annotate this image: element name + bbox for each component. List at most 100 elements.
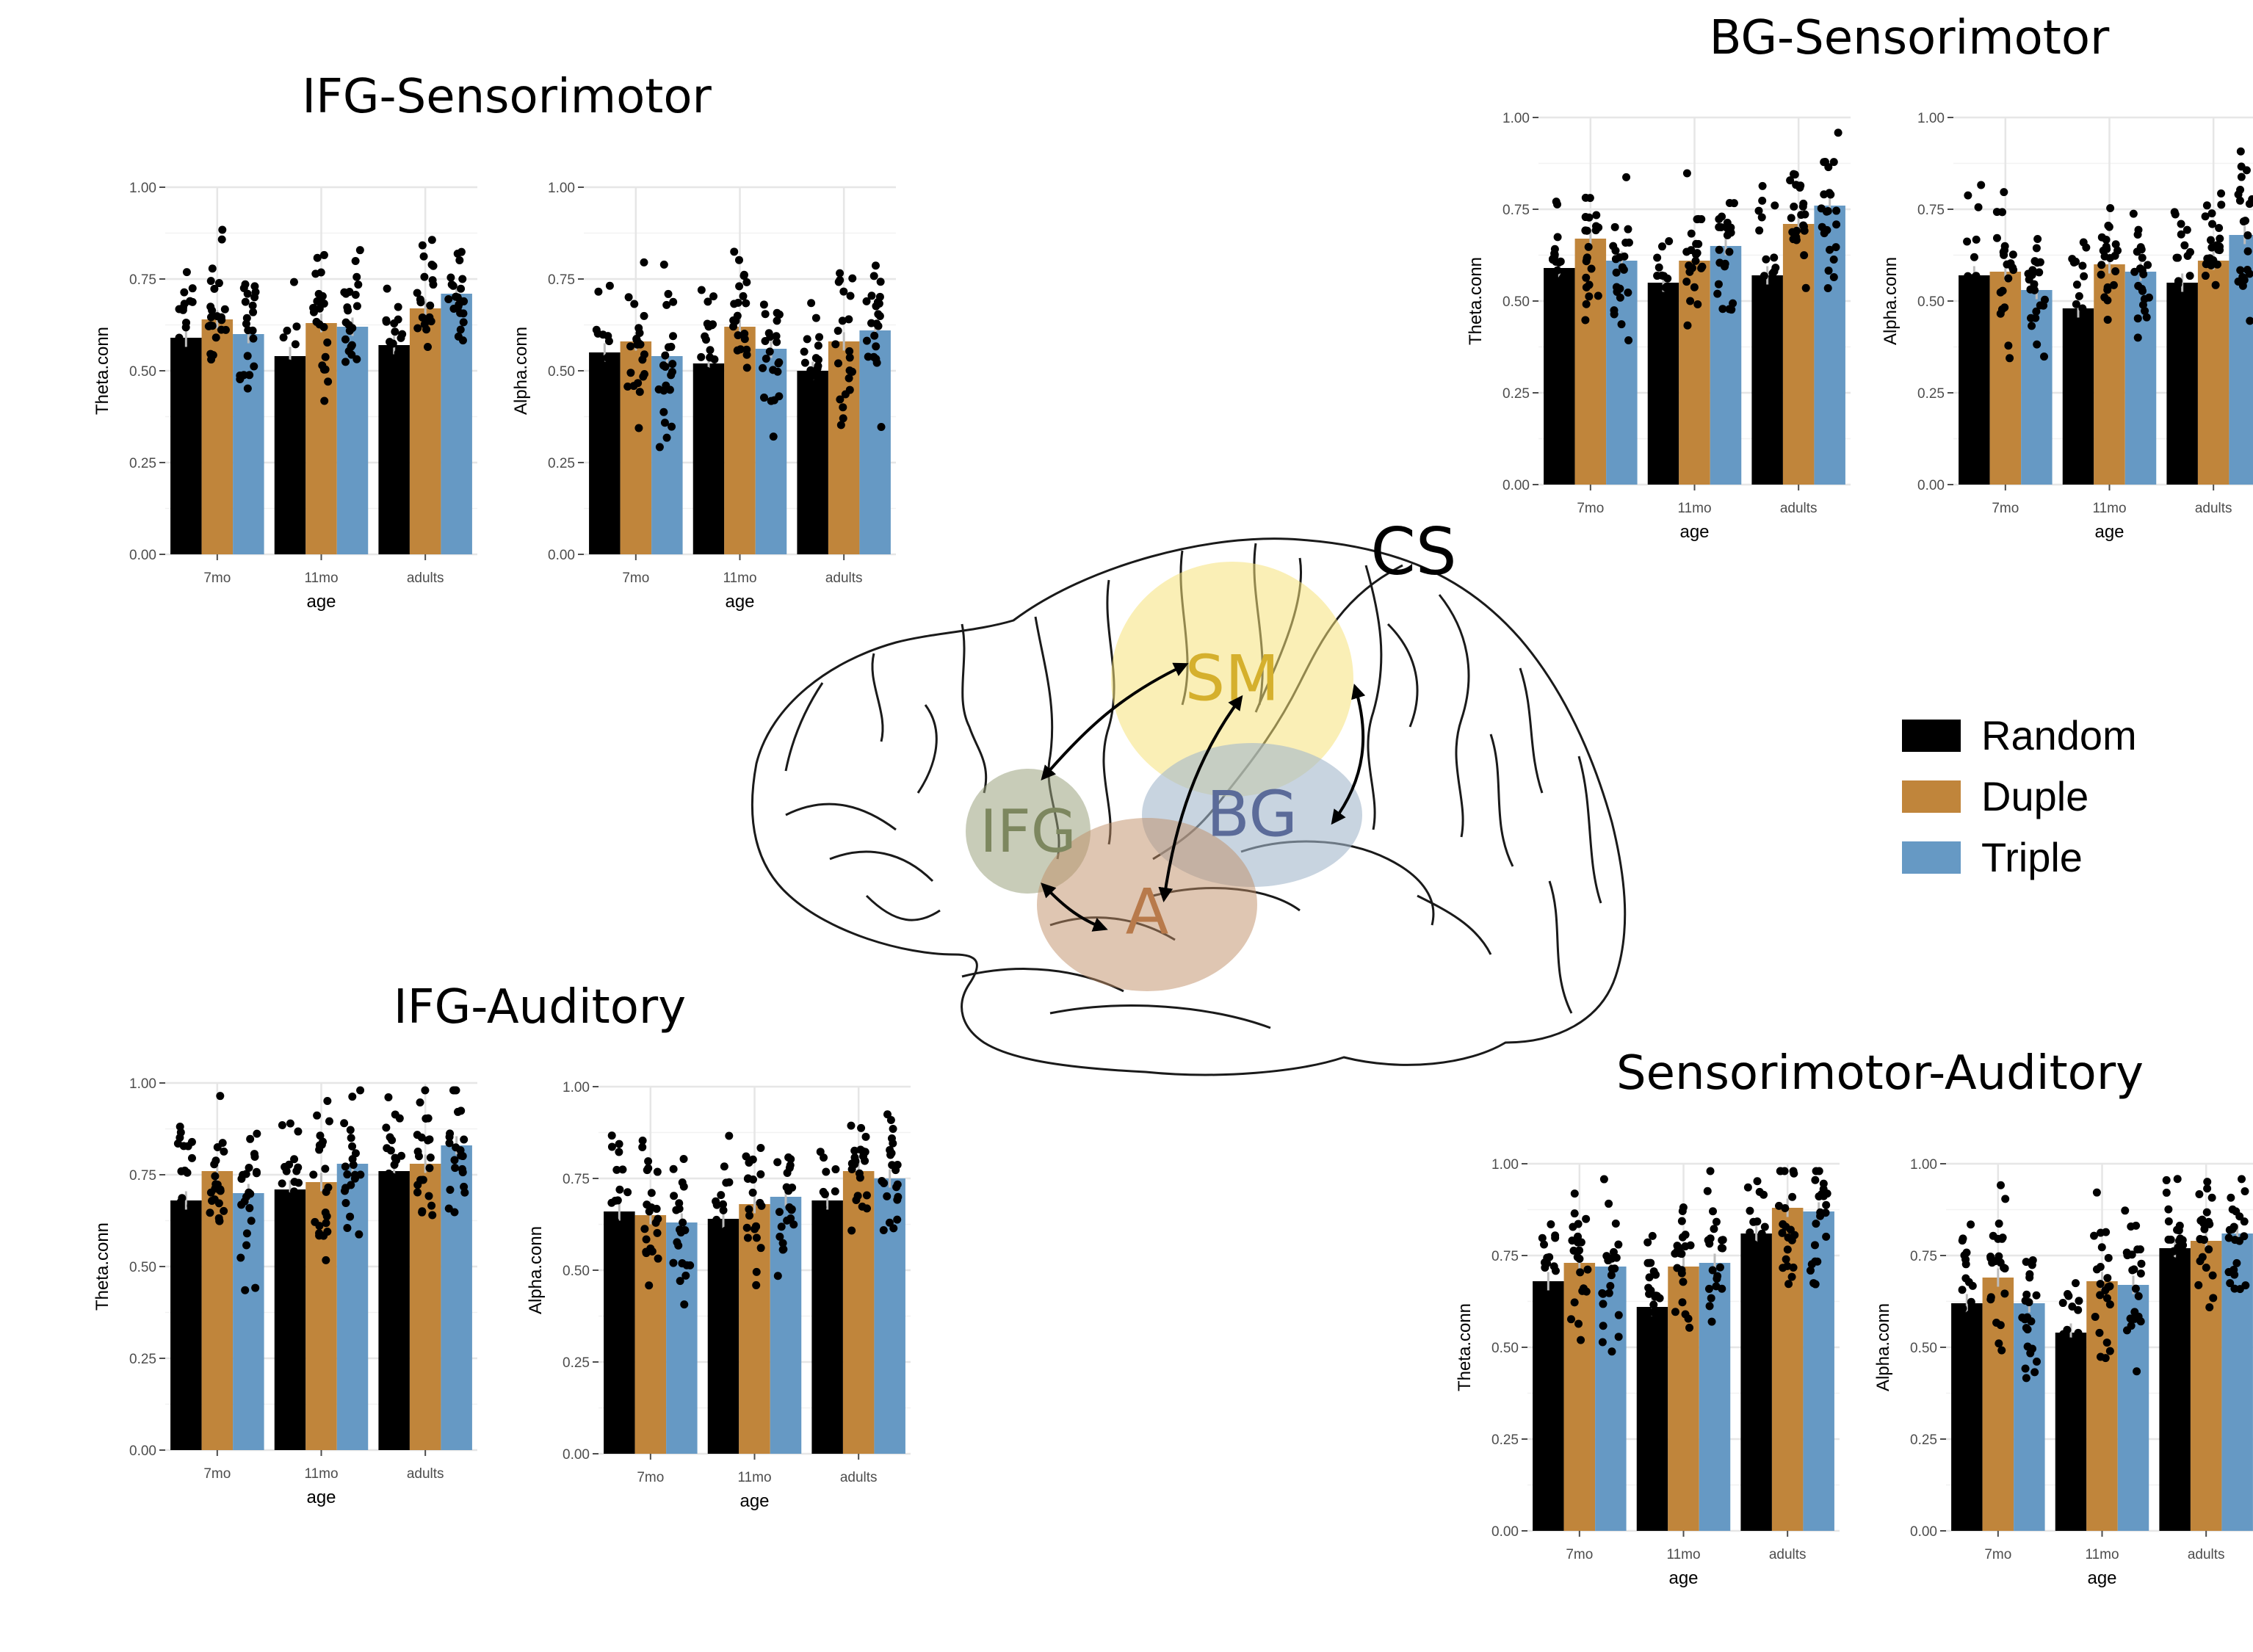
y-tick-label: 0.00 xyxy=(1917,478,1945,493)
bar-triple-adults xyxy=(859,330,891,554)
data-point xyxy=(1782,1222,1790,1231)
data-point xyxy=(2069,314,2077,322)
data-point xyxy=(634,324,643,333)
y-tick-label: 0.00 xyxy=(1910,1524,1937,1540)
data-point xyxy=(2028,322,2036,330)
data-point xyxy=(2078,261,2087,270)
data-point xyxy=(2207,220,2216,228)
data-point xyxy=(1710,1225,1718,1233)
data-point xyxy=(836,421,845,430)
y-tick-label: 0.50 xyxy=(548,364,575,380)
bar-random-adults xyxy=(1740,1233,1772,1531)
data-point xyxy=(682,1261,691,1269)
data-point xyxy=(428,1211,437,1220)
data-point xyxy=(458,275,467,283)
data-point xyxy=(356,1086,365,1095)
data-point xyxy=(341,358,350,366)
data-point xyxy=(1834,128,1842,137)
bar-random-adults xyxy=(378,345,410,554)
data-point xyxy=(661,362,670,371)
bar-random-adults xyxy=(2159,1248,2191,1531)
data-point xyxy=(862,1191,871,1200)
data-point xyxy=(814,341,822,350)
data-point xyxy=(2068,255,2077,264)
data-point xyxy=(623,1188,632,1197)
data-point xyxy=(2174,253,2183,262)
data-point xyxy=(716,1258,725,1267)
data-point xyxy=(1649,1300,1658,1309)
data-point xyxy=(2096,1262,2105,1271)
data-point xyxy=(294,1178,303,1187)
chart-sm-a-alpha: 0.00 0.25 0.50 0.75 1.00 7mo 11mo adults age Alph… xyxy=(1847,1138,2253,1652)
bar-triple-adults xyxy=(2221,1233,2253,1531)
y-tick-label: 0.50 xyxy=(1491,1341,1519,1356)
bar-random-7mo xyxy=(604,1211,635,1454)
bar-duple-7mo xyxy=(1982,1278,2014,1531)
data-point xyxy=(642,1247,651,1256)
data-point xyxy=(278,1179,286,1188)
data-point xyxy=(2170,208,2179,217)
legend-swatch-random xyxy=(1902,719,1961,752)
data-point xyxy=(2241,1281,2250,1290)
data-point xyxy=(1790,1169,1798,1178)
data-point xyxy=(429,261,438,270)
data-point xyxy=(244,326,253,335)
y-tick-label: 0.25 xyxy=(1910,1432,1937,1448)
data-point xyxy=(846,291,855,300)
bar-duple-adults xyxy=(2197,261,2230,485)
data-point xyxy=(1961,1274,1970,1283)
data-point xyxy=(397,333,405,342)
data-point xyxy=(444,294,453,303)
data-point xyxy=(384,416,393,425)
data-point xyxy=(2133,230,2142,239)
data-point xyxy=(457,1151,466,1160)
data-point xyxy=(887,1134,896,1143)
data-point xyxy=(290,1155,299,1164)
data-point xyxy=(315,1145,324,1154)
data-point xyxy=(2227,1193,2235,1202)
data-point xyxy=(206,1188,215,1197)
data-point xyxy=(715,1233,724,1242)
data-point xyxy=(1746,1206,1754,1215)
data-point xyxy=(2240,1217,2249,1226)
data-point xyxy=(2033,340,2042,349)
data-point xyxy=(343,1170,352,1179)
data-point xyxy=(1645,1273,1654,1282)
data-point xyxy=(800,358,809,367)
data-point xyxy=(679,1155,688,1164)
data-point xyxy=(2022,1258,2030,1267)
data-point xyxy=(218,225,227,234)
data-point xyxy=(1810,1241,1819,1250)
data-point xyxy=(1612,268,1621,277)
y-tick-label: 0.00 xyxy=(129,1443,156,1459)
data-point xyxy=(820,1190,829,1199)
data-point xyxy=(1968,1281,1977,1290)
data-point xyxy=(2130,1308,2139,1316)
data-point xyxy=(2202,1208,2211,1217)
data-point xyxy=(643,1166,651,1175)
data-point xyxy=(1547,1220,1555,1228)
data-point xyxy=(386,1181,395,1189)
data-point xyxy=(1610,222,1619,231)
data-point xyxy=(1693,300,1702,309)
data-point xyxy=(597,355,606,363)
data-point xyxy=(2162,1283,2171,1291)
x-tick-label: 11mo xyxy=(1666,1547,1700,1562)
data-point xyxy=(1778,1228,1787,1237)
data-point xyxy=(220,1147,228,1156)
data-point xyxy=(2173,1175,2182,1184)
data-point xyxy=(1713,1275,1721,1283)
data-point xyxy=(2081,311,2090,319)
data-point xyxy=(351,256,360,265)
x-tick-label: adults xyxy=(1780,501,1818,516)
data-point xyxy=(1553,266,1562,275)
data-point xyxy=(1715,222,1724,231)
data-point xyxy=(2186,283,2195,292)
data-point xyxy=(248,301,257,310)
data-point xyxy=(662,381,670,390)
data-point xyxy=(1715,1263,1724,1272)
data-point xyxy=(1606,1281,1615,1290)
data-point xyxy=(660,419,669,427)
data-point xyxy=(1809,1279,1818,1288)
data-point xyxy=(1706,1167,1715,1175)
